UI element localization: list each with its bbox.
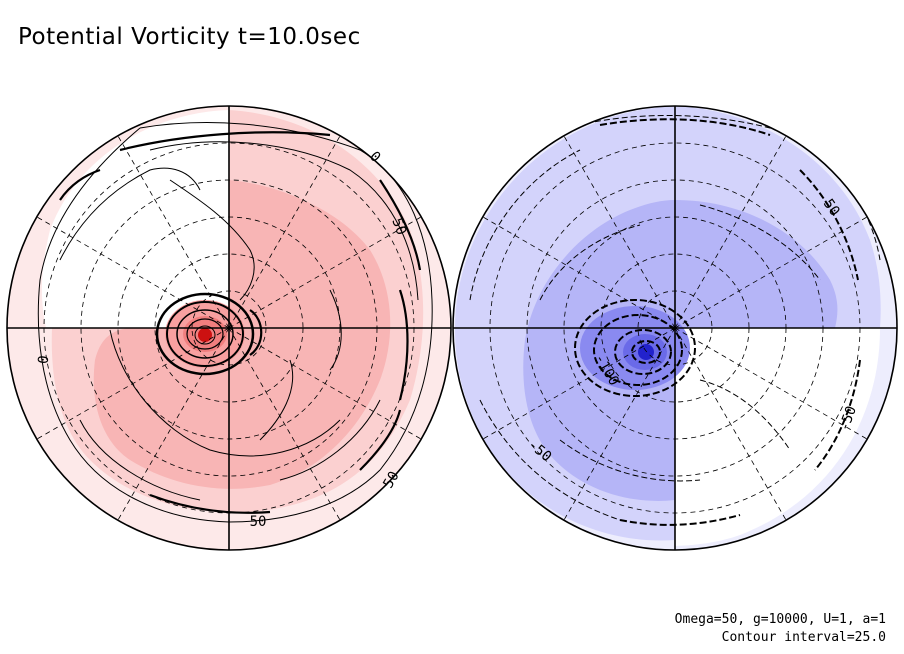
left-grid-spokes [36,135,422,521]
right-band-inner [523,200,838,501]
left-contours [37,122,433,523]
right-thick-contours [574,118,861,526]
left-spiral [155,292,263,376]
right-grid-spokes [482,135,868,521]
right-frame [452,105,898,551]
contour-interval-text: Contour interval=25.0 [721,630,886,645]
left-hemisphere [7,106,451,550]
northern-contour-label: 0 [36,355,53,365]
left-core-max [198,328,212,342]
parameters-text: Omega=50, g=10000, U=1, a=1 [674,612,886,627]
chart-title: Potential Vorticity t=10.0sec [18,24,361,50]
left-frame [6,105,452,551]
northern-contour-label: 50 [380,469,402,492]
southern-contour-label: 50 [820,196,843,219]
northern-contour-label: 50 [250,514,267,530]
right-core-min [638,344,654,360]
right-hemisphere [453,106,897,550]
left-thick-contours [59,131,422,514]
northern-contour-label: 50 [388,216,409,237]
right-white-quadrant [675,328,880,546]
